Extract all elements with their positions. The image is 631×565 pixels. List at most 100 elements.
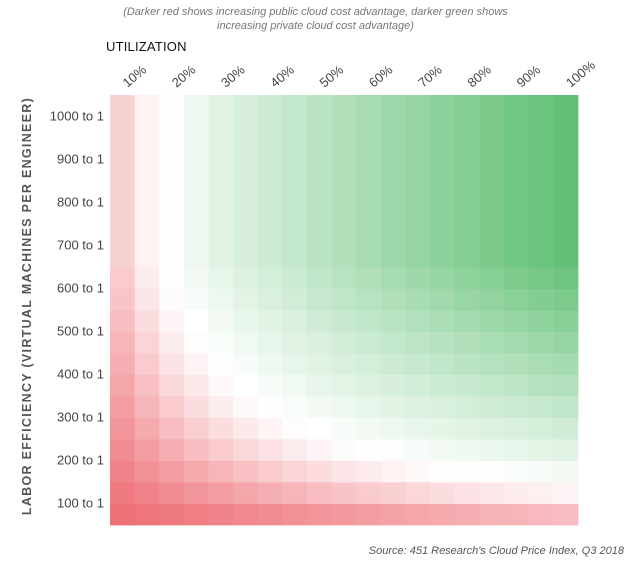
heatmap-cell [257,181,283,203]
heatmap-cell [257,245,283,268]
heatmap-cell [110,181,136,203]
heatmap-cell [528,482,554,504]
heatmap-cell [208,159,234,182]
heatmap-cell [110,353,136,375]
heatmap-cell [553,331,579,354]
heatmap-cell [331,439,357,461]
heatmap-cell [430,396,456,418]
heatmap-cell [307,396,333,418]
heatmap-cell [528,396,554,418]
heatmap-cell [183,482,209,504]
heatmap-cell [504,374,530,397]
heatmap-cell [380,482,406,504]
heatmap-cell [208,503,234,526]
heatmap-cell [504,138,530,160]
heatmap-cell [528,331,554,354]
x-tick-label: 90% [514,62,544,90]
heatmap-cell [110,116,136,139]
heatmap-cell [553,116,579,139]
heatmap-cell [257,202,283,225]
heatmap-cell [504,482,530,504]
heatmap-cell [307,482,333,504]
heatmap-cell [331,353,357,375]
heatmap-cell [430,374,456,397]
heatmap-cell [356,503,382,526]
heatmap-cell [356,116,382,139]
heatmap-cell [134,138,160,160]
heatmap-cell [479,310,505,332]
heatmap-cell [479,460,505,483]
heatmap-cell [504,331,530,354]
heatmap-cell [233,310,259,332]
heatmap-cell [307,331,333,354]
heatmap-cell [233,159,259,182]
heatmap-cell [183,159,209,182]
heatmap-cell [528,374,554,397]
y-tick-label: 100 to 1 [57,496,104,511]
heatmap-cell [208,202,234,225]
heatmap-cell [454,374,480,397]
heatmap-cell [528,439,554,461]
x-tick-label: 20% [169,62,199,90]
heatmap-cell [257,95,283,117]
heatmap-cell [405,439,431,461]
heatmap-cell [282,482,308,504]
heatmap-cell [454,159,480,182]
heatmap-cell [331,181,357,203]
y-tick-label: 700 to 1 [57,238,104,253]
heatmap-cell [504,245,530,268]
heatmap-cell [159,95,185,117]
heatmap-cell [405,181,431,203]
heatmap-cell [282,396,308,418]
x-tick-label: 40% [267,62,297,90]
heatmap-cell [257,159,283,182]
heatmap-cell [454,331,480,354]
heatmap-cell [380,503,406,526]
heatmap-cell [504,288,530,311]
heatmap-cell [257,353,283,375]
heatmap-cell [356,181,382,203]
heatmap-cell [307,224,333,246]
heatmap-cell [159,202,185,225]
y-tick-label: 900 to 1 [57,152,104,167]
heatmap-cell [183,267,209,289]
heatmap-cell [380,417,406,440]
heatmap-cell [208,310,234,332]
heatmap-cell [479,181,505,203]
heatmap-cell [134,310,160,332]
heatmap-cell [282,288,308,311]
heatmap-cell [405,95,431,117]
heatmap-cell [110,159,136,182]
heatmap-cell [134,353,160,375]
heatmap-cell [307,417,333,440]
heatmap-cell [208,417,234,440]
heatmap-cell [380,95,406,117]
heatmap-cell [454,224,480,246]
heatmap-cell [528,138,554,160]
heatmap-cell [208,353,234,375]
heatmap-cell [257,503,283,526]
heatmap-cell [405,310,431,332]
heatmap-cell [208,331,234,354]
heatmap-cell [208,181,234,203]
heatmap-cell [183,181,209,203]
heatmap-cell [504,116,530,139]
heatmap-cell [356,288,382,311]
heatmap-cell [307,503,333,526]
heatmap-cell [159,396,185,418]
heatmap-cell [405,460,431,483]
heatmap-cell [356,396,382,418]
heatmap-cell [454,267,480,289]
heatmap-cell [307,288,333,311]
heatmap-cell [257,460,283,483]
heatmap-cell [331,245,357,268]
heatmap-cell [110,138,136,160]
heatmap-cell [380,310,406,332]
heatmap-cell [405,482,431,504]
heatmap-cell [233,245,259,268]
heatmap-cell [282,439,308,461]
heatmap-cell [110,267,136,289]
heatmap-cell [307,460,333,483]
heatmap-cell [110,460,136,483]
heatmap-cell [356,267,382,289]
